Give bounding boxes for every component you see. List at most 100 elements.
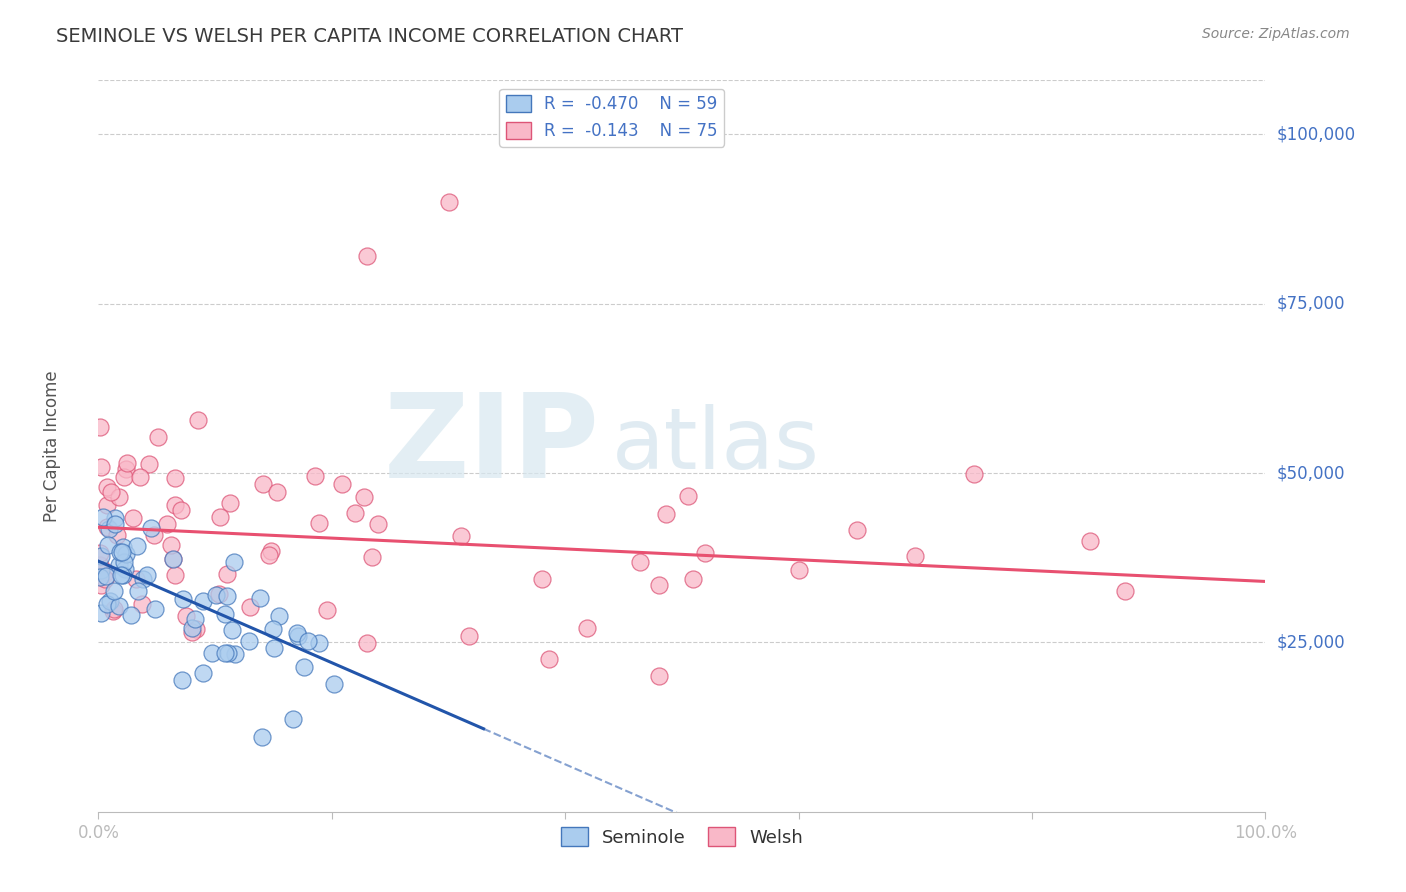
- Point: [89, 570, 111, 584]
- Point: [96, 597, 118, 611]
- Point: [538, 652, 561, 666]
- Point: [458, 629, 481, 643]
- Point: [676, 489, 699, 503]
- Point: [103, 604, 125, 618]
- Point: [96, 499, 118, 513]
- Point: [146, 430, 169, 444]
- Point: [90, 549, 112, 563]
- Point: [208, 587, 231, 601]
- Point: [108, 490, 131, 504]
- Point: [89, 558, 111, 572]
- Point: [647, 669, 669, 683]
- Point: [239, 600, 262, 615]
- Point: [184, 622, 207, 636]
- Point: [367, 516, 389, 531]
- Point: [114, 561, 136, 575]
- Point: [356, 636, 378, 650]
- Point: [214, 607, 236, 622]
- Point: [269, 608, 291, 623]
- Point: [89, 565, 111, 579]
- Point: [96, 479, 118, 493]
- Point: [530, 572, 553, 586]
- Point: [172, 592, 194, 607]
- Point: [111, 545, 134, 559]
- Point: [114, 462, 136, 476]
- Point: [316, 602, 339, 616]
- Point: [100, 484, 122, 499]
- Point: [308, 636, 330, 650]
- Point: [304, 468, 326, 483]
- Point: [252, 477, 274, 491]
- Point: [107, 558, 129, 572]
- Point: [90, 460, 112, 475]
- Point: [120, 608, 142, 623]
- Point: [98, 593, 121, 607]
- Point: [193, 665, 215, 680]
- Point: [90, 606, 112, 620]
- Point: [217, 647, 239, 661]
- Point: [110, 567, 132, 582]
- Point: [96, 569, 118, 583]
- Point: [104, 510, 127, 524]
- Point: [162, 551, 184, 566]
- Point: [219, 496, 242, 510]
- Point: [165, 498, 187, 512]
- Point: [249, 591, 271, 605]
- Point: [904, 549, 927, 563]
- Point: [143, 528, 166, 542]
- Point: [787, 563, 810, 577]
- Point: [89, 419, 111, 434]
- Point: [159, 538, 181, 552]
- Point: [94, 572, 117, 586]
- Point: [209, 509, 232, 524]
- Point: [112, 555, 135, 569]
- Point: [111, 540, 134, 554]
- Text: SEMINOLE VS WELSH PER CAPITA INCOME CORRELATION CHART: SEMINOLE VS WELSH PER CAPITA INCOME CORR…: [56, 27, 683, 45]
- Legend: Seminole, Welsh: Seminole, Welsh: [554, 820, 810, 854]
- Point: [111, 567, 134, 582]
- Point: [103, 583, 125, 598]
- Point: [90, 563, 112, 577]
- Point: [628, 555, 651, 569]
- Point: [156, 517, 179, 532]
- Point: [575, 621, 598, 635]
- Text: $50,000: $50,000: [1277, 464, 1346, 482]
- Point: [89, 546, 111, 560]
- Point: [353, 490, 375, 504]
- Text: $100,000: $100,000: [1277, 126, 1355, 144]
- Point: [127, 583, 149, 598]
- Point: [115, 547, 138, 561]
- Point: [112, 470, 135, 484]
- Point: [108, 599, 131, 613]
- Point: [110, 545, 132, 559]
- Point: [344, 507, 367, 521]
- Point: [962, 467, 984, 481]
- Point: [170, 503, 193, 517]
- Point: [105, 528, 128, 542]
- Text: $75,000: $75,000: [1277, 294, 1346, 313]
- Point: [127, 539, 149, 553]
- Point: [181, 621, 204, 635]
- Point: [260, 543, 283, 558]
- Point: [297, 634, 319, 648]
- Text: atlas: atlas: [612, 404, 820, 488]
- Point: [90, 578, 112, 592]
- Point: [172, 673, 194, 687]
- Point: [266, 484, 288, 499]
- Point: [136, 567, 159, 582]
- Point: [141, 521, 163, 535]
- Point: [308, 516, 330, 530]
- Point: [98, 522, 121, 536]
- Text: Per Capita Income: Per Capita Income: [42, 370, 60, 522]
- Point: [846, 524, 869, 538]
- Point: [138, 457, 160, 471]
- Point: [222, 555, 245, 569]
- Point: [281, 712, 304, 726]
- Point: [93, 509, 115, 524]
- Point: [96, 520, 118, 534]
- Point: [162, 551, 184, 566]
- Point: [217, 566, 239, 581]
- Point: [262, 622, 284, 636]
- Point: [647, 578, 669, 592]
- Point: [1114, 584, 1136, 599]
